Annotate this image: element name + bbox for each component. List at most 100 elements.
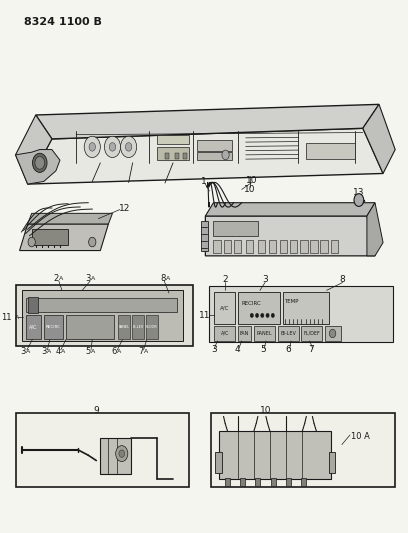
- Text: A/C: A/C: [29, 325, 38, 329]
- Text: 8: 8: [160, 274, 166, 283]
- Circle shape: [329, 329, 336, 338]
- Text: RECIRC: RECIRC: [242, 301, 262, 306]
- Text: A: A: [118, 349, 122, 354]
- Bar: [200, 221, 208, 251]
- Bar: [310, 240, 318, 253]
- Bar: [197, 140, 232, 151]
- Circle shape: [255, 313, 259, 318]
- Text: 2: 2: [53, 274, 58, 283]
- Text: A: A: [166, 276, 170, 281]
- Bar: [165, 154, 169, 159]
- Bar: [224, 240, 231, 253]
- Text: A: A: [91, 349, 95, 354]
- Bar: [32, 229, 68, 245]
- Bar: [28, 297, 38, 313]
- Text: BI-LEV: BI-LEV: [280, 331, 296, 336]
- Text: 10: 10: [246, 176, 257, 185]
- Text: 3: 3: [20, 347, 25, 356]
- Text: FAN: FAN: [240, 331, 249, 336]
- Text: 5: 5: [86, 347, 91, 356]
- Bar: [16, 285, 193, 346]
- Bar: [66, 316, 115, 340]
- Circle shape: [84, 136, 100, 158]
- Text: BI-LEV: BI-LEV: [132, 325, 144, 329]
- Text: 3: 3: [262, 275, 268, 284]
- Polygon shape: [36, 104, 379, 139]
- Bar: [211, 413, 395, 487]
- Bar: [324, 326, 341, 341]
- Bar: [238, 292, 280, 324]
- Circle shape: [250, 313, 253, 318]
- Bar: [320, 240, 328, 253]
- Text: 8: 8: [340, 275, 346, 284]
- Bar: [215, 451, 222, 473]
- Text: TEMP: TEMP: [284, 298, 299, 304]
- Bar: [238, 326, 251, 341]
- Bar: [22, 290, 183, 341]
- Text: 7: 7: [138, 347, 144, 356]
- Text: A: A: [91, 276, 95, 281]
- Bar: [225, 478, 230, 486]
- Bar: [329, 451, 335, 473]
- Text: 4: 4: [235, 345, 240, 354]
- Bar: [146, 316, 158, 340]
- Bar: [175, 154, 179, 159]
- Bar: [26, 316, 41, 340]
- Bar: [234, 240, 241, 253]
- Text: 1: 1: [200, 177, 206, 186]
- Bar: [100, 438, 131, 474]
- Circle shape: [119, 450, 124, 457]
- Bar: [271, 478, 276, 486]
- Bar: [301, 326, 322, 341]
- Text: A/C: A/C: [221, 331, 229, 336]
- Bar: [44, 316, 63, 340]
- Text: A: A: [47, 349, 51, 354]
- Text: PANEL: PANEL: [257, 331, 272, 336]
- Bar: [283, 292, 329, 324]
- Circle shape: [109, 143, 116, 151]
- Bar: [157, 147, 189, 160]
- Bar: [213, 221, 258, 236]
- Text: 10 A: 10 A: [351, 432, 370, 441]
- Bar: [254, 326, 275, 341]
- Text: A: A: [26, 349, 30, 354]
- Circle shape: [104, 136, 120, 158]
- Text: PANEL: PANEL: [118, 325, 129, 329]
- Bar: [278, 326, 299, 341]
- Text: 11: 11: [199, 311, 210, 320]
- Polygon shape: [363, 104, 395, 173]
- Text: A: A: [15, 314, 19, 319]
- Circle shape: [266, 313, 269, 318]
- Text: FLOOR: FLOOR: [146, 325, 158, 329]
- Text: RECIRC: RECIRC: [46, 325, 61, 329]
- Text: A: A: [144, 349, 148, 354]
- Text: 9: 9: [93, 406, 99, 415]
- Text: A: A: [61, 349, 65, 354]
- Text: 10: 10: [260, 406, 272, 415]
- Bar: [183, 154, 187, 159]
- Bar: [240, 478, 245, 486]
- Circle shape: [271, 313, 275, 318]
- Bar: [306, 143, 355, 159]
- Bar: [132, 316, 144, 340]
- Polygon shape: [28, 213, 113, 224]
- Circle shape: [120, 136, 137, 158]
- Circle shape: [89, 237, 96, 247]
- Text: A/C: A/C: [220, 305, 229, 310]
- Circle shape: [125, 143, 132, 151]
- Bar: [157, 135, 189, 144]
- Polygon shape: [16, 115, 52, 184]
- Bar: [197, 152, 232, 160]
- Circle shape: [222, 150, 229, 160]
- Text: 6: 6: [112, 347, 117, 356]
- Circle shape: [35, 157, 44, 169]
- Bar: [26, 298, 177, 312]
- Text: 2: 2: [222, 275, 228, 284]
- Bar: [214, 326, 235, 341]
- Text: A: A: [59, 276, 63, 281]
- Bar: [246, 240, 253, 253]
- Bar: [290, 240, 297, 253]
- Bar: [269, 240, 277, 253]
- Polygon shape: [20, 224, 109, 251]
- Bar: [209, 286, 393, 342]
